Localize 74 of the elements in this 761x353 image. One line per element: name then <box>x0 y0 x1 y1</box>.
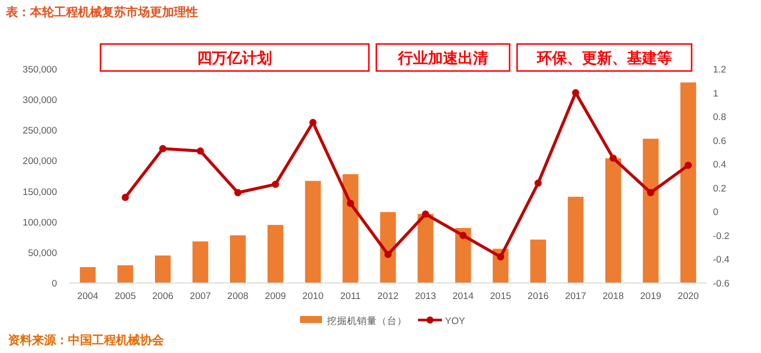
text: 资料来源：中国工程机械协会 <box>8 333 165 347</box>
point <box>422 210 430 218</box>
bar <box>80 267 96 283</box>
x-tick-label: 2015 <box>490 291 512 302</box>
y-tick-label: 150,000 <box>22 186 57 198</box>
text: 环保、更新、基建等 <box>536 49 672 67</box>
bar <box>418 214 434 283</box>
x-tick-label: 2007 <box>190 291 211 302</box>
y-tick-label: 300,000 <box>22 95 57 106</box>
x-tick-label: 2006 <box>152 291 174 302</box>
text: 四万亿计划 <box>197 50 272 67</box>
y-tick-label: 0 <box>52 278 57 290</box>
x-tick-label: 2005 <box>114 291 136 302</box>
point <box>234 189 242 196</box>
y2-tick-label: 0.2 <box>713 183 726 194</box>
x-tick-label: 2010 <box>302 291 324 302</box>
x-tick-label: 2016 <box>528 291 549 302</box>
bar <box>192 241 208 283</box>
y2-tick-label: 0.8 <box>713 112 726 124</box>
text: 行业加速出清 <box>396 50 488 67</box>
y-tick-label: 100,000 <box>22 217 57 228</box>
y2-tick-label: -0.6 <box>713 278 730 290</box>
point <box>496 253 504 260</box>
x-tick-label: 2018 <box>602 291 624 302</box>
point <box>684 162 692 169</box>
point <box>384 250 392 258</box>
x-tick-label: 2009 <box>264 291 286 302</box>
y2-tick-label: 0.4 <box>713 160 726 171</box>
x-tick-label: 2020 <box>678 291 699 302</box>
point <box>159 145 166 152</box>
y2-tick-label: -0.4 <box>713 254 730 266</box>
x-tick-label: 2011 <box>340 291 361 302</box>
point <box>272 180 280 188</box>
x-tick-label: 2008 <box>227 291 248 302</box>
x-tick-label: 2019 <box>640 291 662 302</box>
point <box>122 194 129 201</box>
point <box>534 180 542 187</box>
point <box>309 118 317 126</box>
point <box>346 200 354 207</box>
bar <box>455 228 471 283</box>
y-tick-label: 50,000 <box>28 248 57 259</box>
point <box>196 147 204 155</box>
y-tick-label: 350,000 <box>22 64 57 76</box>
x-tick-label: 2012 <box>377 291 399 302</box>
point <box>647 189 654 196</box>
y-tick-label: 250,000 <box>22 126 57 137</box>
y-tick-label: 200,000 <box>22 156 57 168</box>
legend-label: YOY <box>445 316 466 327</box>
bar <box>680 82 696 283</box>
y2-tick-label: 1.2 <box>713 64 726 76</box>
bar <box>230 235 246 283</box>
point <box>459 232 467 240</box>
bar <box>342 174 358 283</box>
y2-tick-label: 0 <box>713 207 718 218</box>
bar <box>117 265 134 283</box>
bar <box>642 138 659 283</box>
bar <box>305 180 321 283</box>
x-tick-label: 2014 <box>452 291 474 302</box>
bar <box>605 158 622 283</box>
bar <box>268 224 284 283</box>
bar <box>568 196 584 283</box>
x-tick-label: 2017 <box>565 291 586 302</box>
point <box>572 89 580 96</box>
bar <box>154 255 171 283</box>
legend-label: 挖掘机销量（台） <box>327 315 407 327</box>
y2-tick-label: 1 <box>713 88 718 100</box>
bar <box>380 212 396 283</box>
y2-tick-label: 0.6 <box>713 136 726 147</box>
bar <box>530 240 546 283</box>
x-tick-label: 2013 <box>414 291 436 302</box>
y2-tick-label: -0.2 <box>713 230 730 242</box>
chart-title: 表：本轮工程机械复苏市场更加理性 <box>5 5 198 19</box>
x-tick-label: 2004 <box>77 291 98 302</box>
point <box>610 154 617 162</box>
